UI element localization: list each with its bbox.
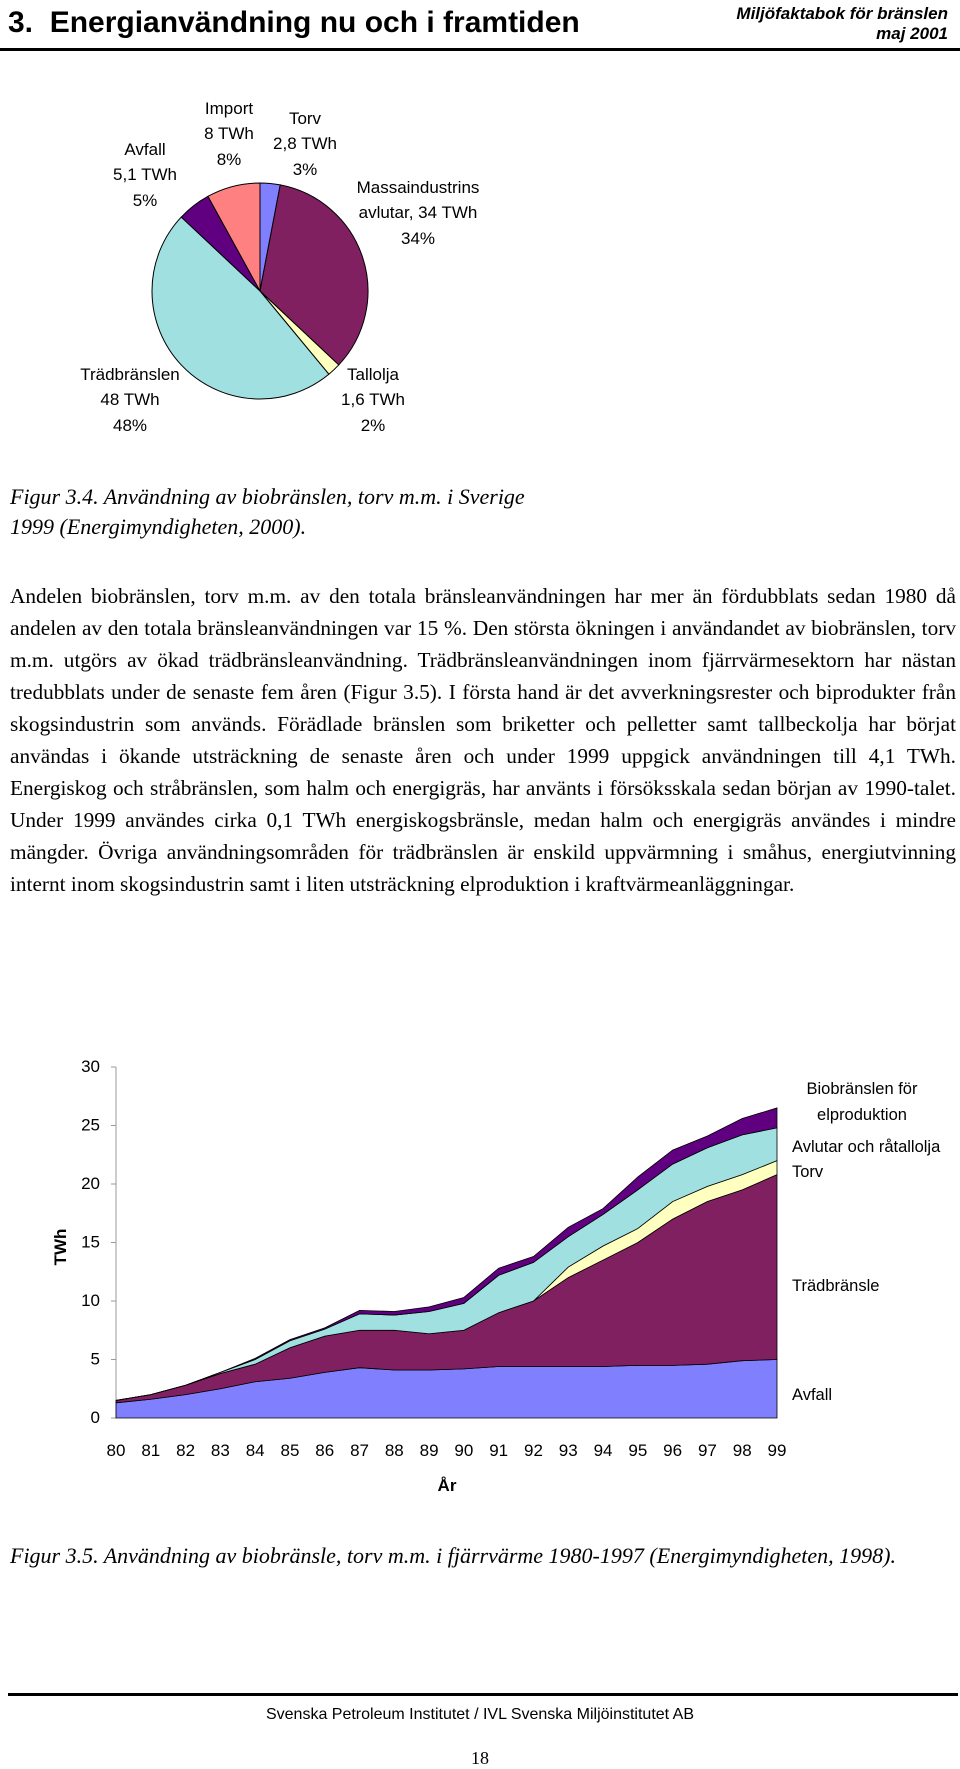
figure-caption: Figur 3.4. Användning av biobränslen, to…	[10, 484, 525, 539]
y-tick-label: 15	[81, 1233, 100, 1252]
y-tick-label: 20	[81, 1174, 100, 1193]
y-axis-title: TWh	[51, 1229, 70, 1266]
slice-percent: 8%	[217, 150, 242, 169]
slice-percent: 34%	[401, 229, 435, 248]
area-chart: 0 5 10 15 20 25 30 80 81 82 83 84 85 86 87 88 89 90 91 92 93…	[51, 1057, 787, 1495]
slice-twh: avlutar, 34 TWh	[359, 203, 478, 222]
slice-label: Massaindustrins	[357, 178, 480, 197]
pie-chart: Torv 2,8 TWh 3% Massaindustrins avlutar, 34 …	[80, 99, 480, 435]
slice-label: Trädbränslen	[80, 365, 180, 384]
slice-percent: 48%	[113, 416, 147, 435]
slice-label: Tallolja	[347, 365, 400, 384]
x-tick-label: 86	[315, 1441, 334, 1460]
x-tick-label: 91	[489, 1441, 508, 1460]
y-tick-label: 30	[81, 1057, 100, 1076]
x-tick-label: 82	[176, 1441, 195, 1460]
slice-label: Avfall	[124, 140, 165, 159]
x-tick-label: 98	[733, 1441, 752, 1460]
page-number: 18	[471, 1748, 489, 1768]
y-tick-label: 10	[81, 1291, 100, 1310]
area	[115, 1107, 778, 1401]
x-tick-label: 96	[663, 1441, 682, 1460]
pie-slice	[151, 216, 330, 400]
x-tick-label: 81	[141, 1441, 160, 1460]
slice-twh: 2,8 TWh	[273, 134, 337, 153]
x-tick-label: 89	[420, 1441, 439, 1460]
x-tick-label: 90	[454, 1441, 473, 1460]
footer-publisher: Svenska Petroleum Institutet / IVL Svens…	[265, 1706, 695, 1723]
x-tick-label: 93	[559, 1441, 578, 1460]
rule	[0, 48, 960, 51]
rule	[8, 1693, 958, 1696]
slice-twh: 8 TWh	[204, 124, 254, 143]
x-tick-label: 85	[280, 1441, 299, 1460]
slice-twh: 1,6 TWh	[341, 390, 405, 409]
slice-label: Torv	[289, 109, 322, 128]
x-axis-title: År	[438, 1476, 457, 1495]
legend-label: Trädbränsle	[792, 1277, 880, 1295]
legend-label: Avfall	[792, 1386, 833, 1404]
x-tick-label: 80	[107, 1441, 126, 1460]
x-tick-label: 84	[246, 1441, 265, 1460]
x-tick-label: 87	[350, 1441, 369, 1460]
slice-percent: 2%	[361, 416, 386, 435]
y-tick-label: 5	[91, 1350, 100, 1369]
x-tick-label: 99	[768, 1441, 787, 1460]
slice-label: Import	[205, 99, 253, 118]
y-tick-label: 0	[91, 1408, 100, 1427]
paragraph: Andelen biobränslen, torv m.m. av den to…	[10, 584, 956, 896]
x-tick-label: 83	[211, 1441, 230, 1460]
slice-twh: 5,1 TWh	[113, 165, 177, 184]
date: maj 2001	[876, 24, 948, 43]
legend-label: Biobränslen för elproduktion	[806, 1080, 918, 1124]
publication: Miljöfaktabok för bränslen	[736, 4, 948, 23]
x-tick-label: 88	[385, 1441, 404, 1460]
section-title: 3. Energianvändning nu och i framtiden	[8, 6, 580, 39]
pie-slice	[259, 184, 369, 366]
x-tick-label: 95	[628, 1441, 647, 1460]
figure-caption: Figur 3.5. Användning av biobränsle, tor…	[10, 1543, 897, 1568]
legend-label: Avlutar och råtallolja	[792, 1138, 941, 1156]
y-tick-label: 25	[81, 1116, 100, 1135]
pie-slice	[207, 182, 261, 292]
slice-percent: 3%	[293, 160, 318, 179]
legend-label: Torv	[792, 1163, 824, 1181]
x-tick-label: 97	[698, 1441, 717, 1460]
slice-twh: 48 TWh	[100, 390, 159, 409]
slice-percent: 5%	[133, 191, 158, 210]
x-tick-label: 92	[524, 1441, 543, 1460]
x-tick-label: 94	[594, 1441, 613, 1460]
